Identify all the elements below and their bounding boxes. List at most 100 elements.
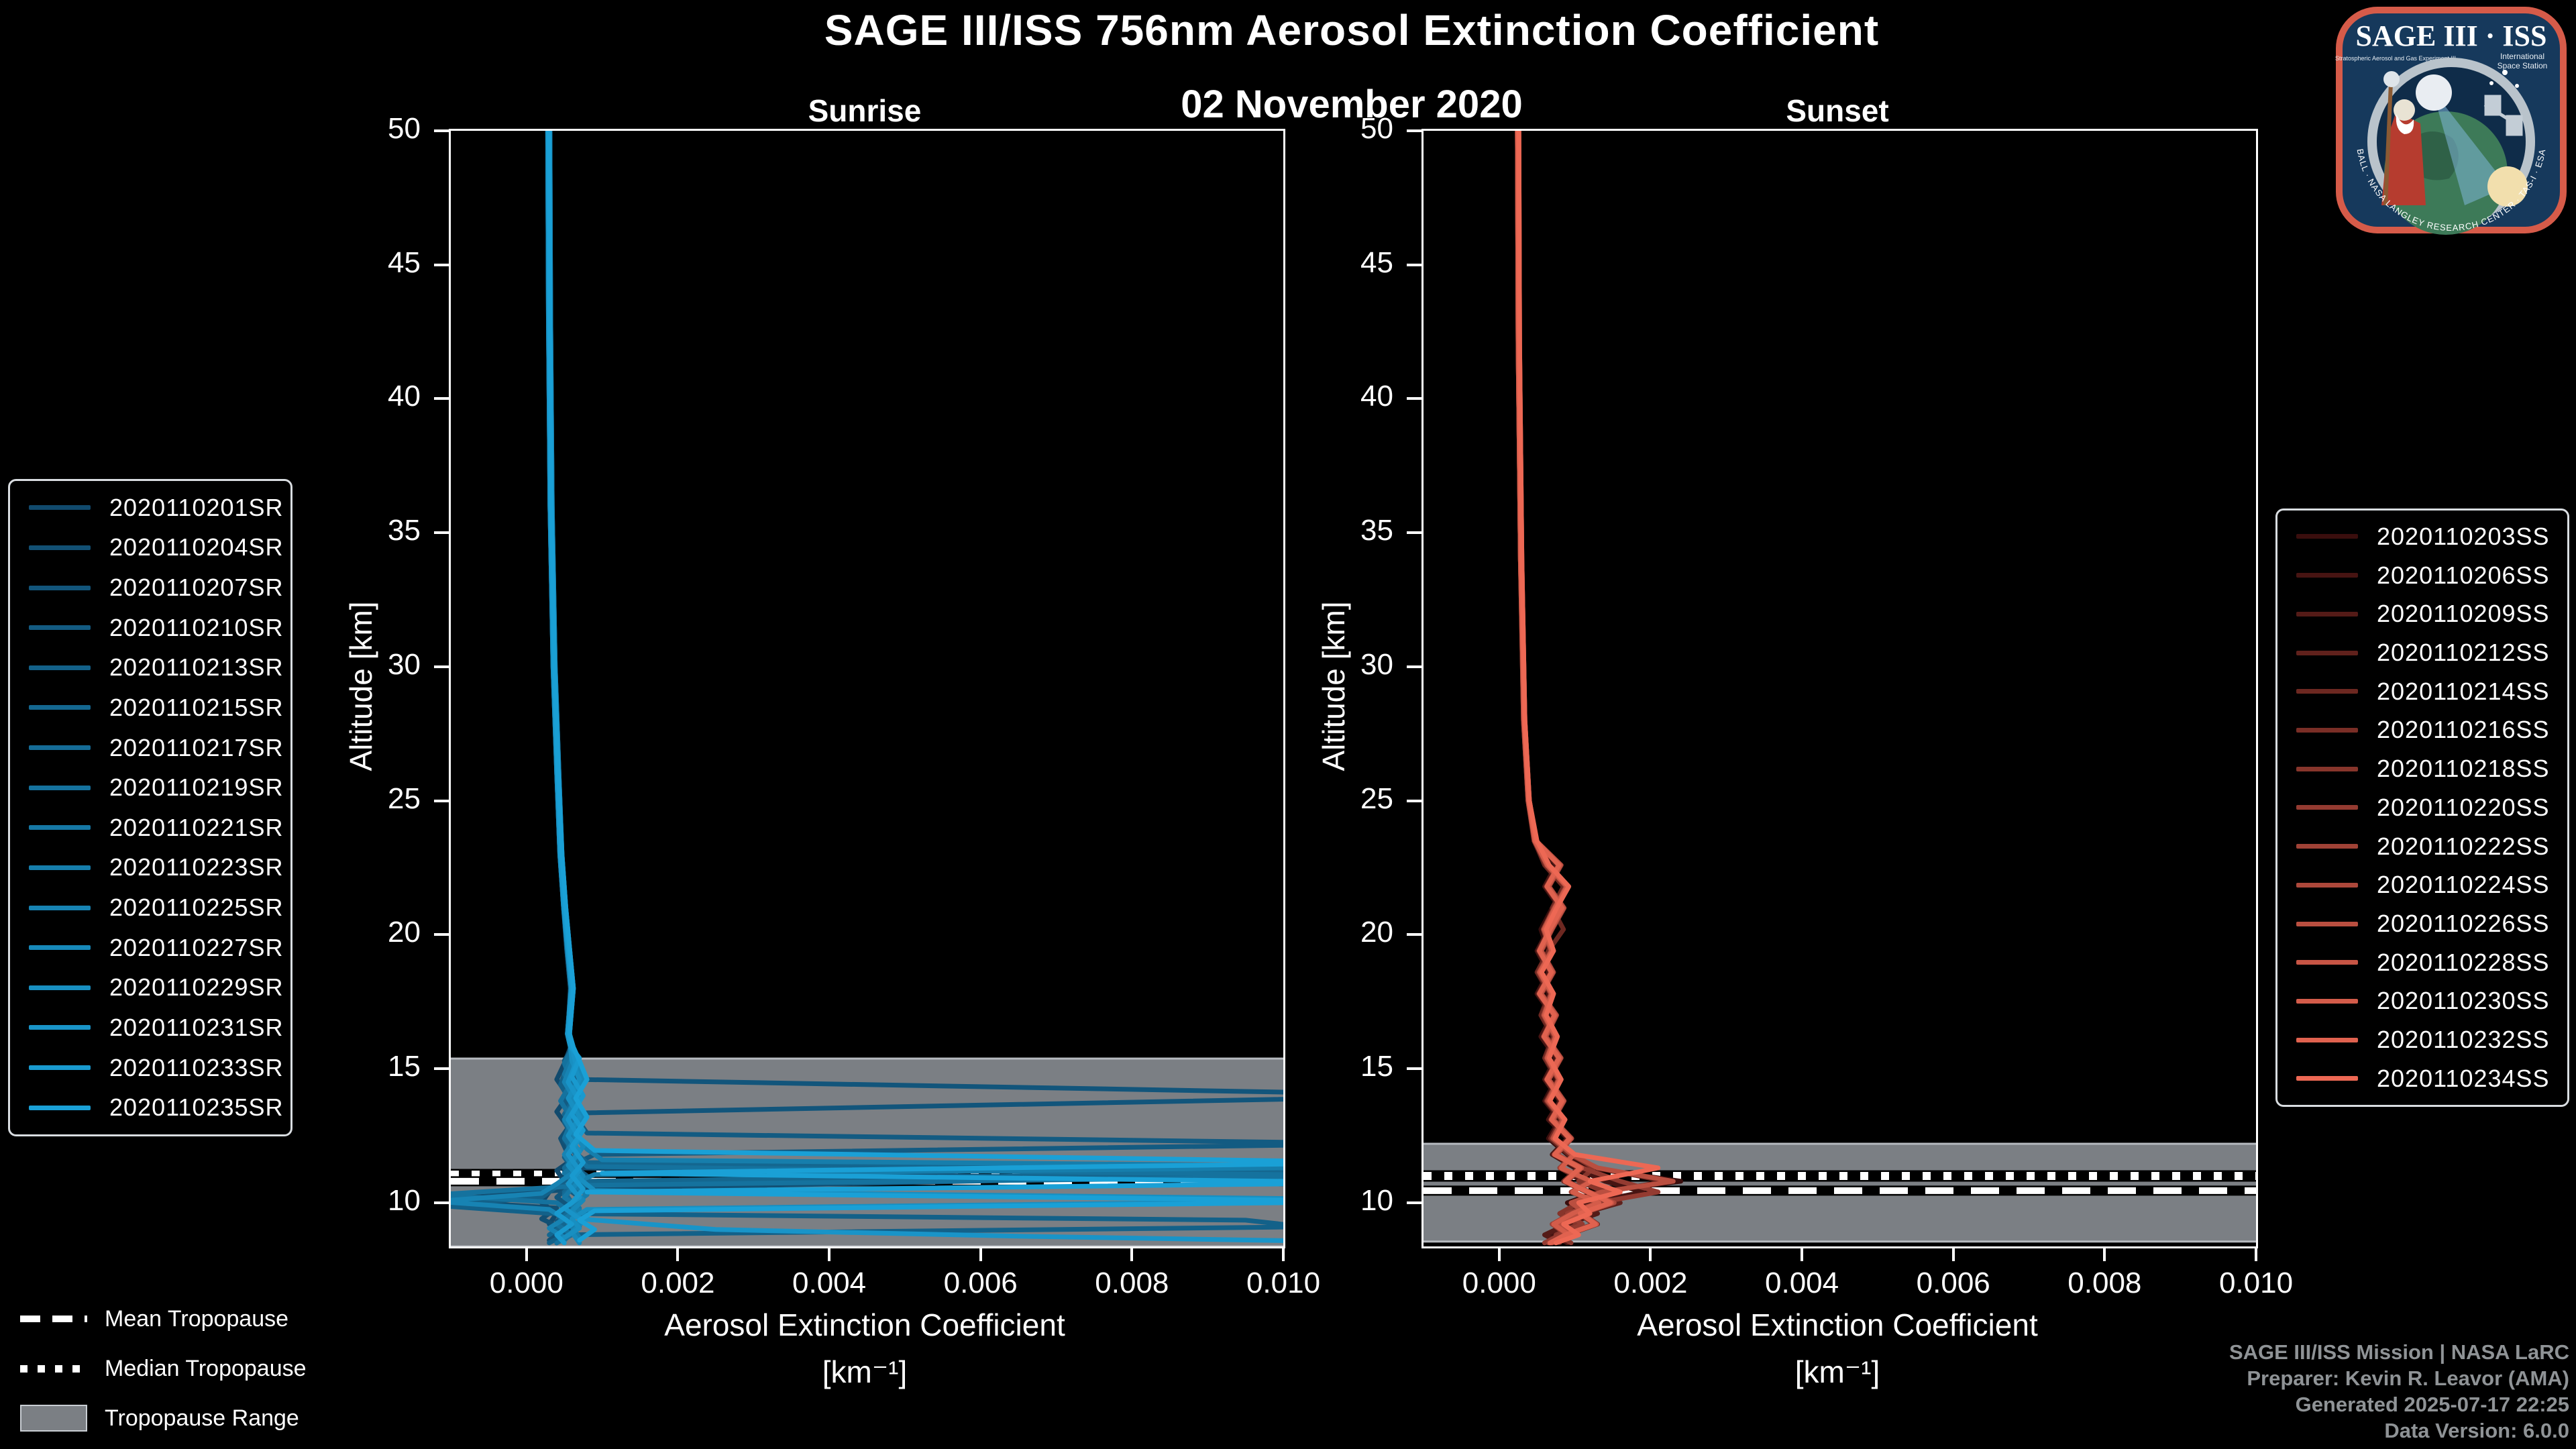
legend-label: 2020110201SR (109, 493, 284, 521)
x-tick-label: 0.010 (2218, 1267, 2294, 1299)
legend-label: 2020110230SS (2377, 987, 2550, 1015)
legend-line-swatch (2296, 805, 2358, 810)
y-tick-mark (1407, 129, 1421, 132)
credits-version: Data Version: 6.0.0 (2384, 1419, 2569, 1442)
profile-line-2020110214SS (1515, 128, 1668, 1246)
legend-item-median-tropopause: Median Tropopause (20, 1352, 307, 1385)
y-tick-mark (434, 1201, 449, 1204)
legend-label: Median Tropopause (105, 1355, 307, 1381)
legend-label: 2020110217SR (109, 733, 284, 761)
x-axis-unit-sunrise: [km⁻¹] (822, 1354, 908, 1389)
legend-item: 2020110223SR (29, 853, 290, 881)
legend-label: 2020110220SS (2377, 793, 2550, 821)
legend-item: 2020110234SS (2296, 1065, 2567, 1093)
y-tick-mark (1407, 665, 1421, 668)
legend-line-swatch (29, 825, 91, 830)
legend-line-swatch (2296, 534, 2358, 539)
y-tick-mark (1407, 263, 1421, 266)
profile-line-2020110220SS (1516, 128, 1661, 1246)
x-tick-mark (1951, 1248, 1955, 1261)
x-axis-label-sunrise: Aerosol Extinction Coefficient (664, 1307, 1065, 1342)
x-tick-label: 0.000 (1462, 1267, 1536, 1299)
profile-line-2020110212SS (1516, 128, 1623, 1246)
dotted-line-swatch (20, 1364, 87, 1373)
profile-line-2020110203SS (1515, 128, 1684, 1246)
plot-svg-sunset (1424, 128, 2256, 1246)
legend-line-swatch (29, 945, 91, 951)
legend-item: 2020110230SS (2296, 987, 2567, 1015)
logo-subtitle-right-1: International (2500, 52, 2544, 61)
legend-line-swatch (2296, 844, 2358, 849)
y-tick-mark (1407, 933, 1421, 936)
legend-sunrise: 2020110201SR 2020110204SR 2020110207SR 2020… (8, 479, 292, 1136)
y-tick-label: 10 (1360, 1183, 1393, 1217)
y-tick-label: 40 (1360, 380, 1393, 413)
legend-item: 2020110225SR (29, 894, 290, 922)
y-tick-label: 35 (1360, 514, 1393, 547)
legend-line-swatch (29, 785, 91, 790)
x-tick-mark (2103, 1248, 2106, 1261)
y-tick-mark (434, 1067, 449, 1071)
legend-sunset: 2020110203SS 2020110206SS 2020110209SS 2020… (2275, 508, 2569, 1107)
legend-line-swatch (29, 705, 91, 710)
x-tick-mark (1801, 1248, 1804, 1261)
y-tick-label: 15 (388, 1050, 421, 1083)
legend-item: 2020110217SR (29, 734, 290, 762)
legend-line-swatch (29, 585, 91, 590)
legend-label: 2020110203SS (2377, 522, 2550, 550)
y-tick-label: 30 (1360, 647, 1393, 681)
legend-line-swatch (2296, 689, 2358, 694)
legend-item: 2020110203SS (2296, 523, 2567, 551)
profile-line-2020110216SS (1515, 128, 1615, 1246)
y-tick-label: 45 (388, 246, 421, 279)
x-tick-label: 0.002 (641, 1267, 715, 1299)
legend-line-swatch (2296, 882, 2358, 888)
legend-line-swatch (29, 745, 91, 751)
legend-label: 2020110224SS (2377, 871, 2550, 899)
profile-line-2020110232SS (1515, 128, 1613, 1246)
y-tick-label: 15 (1360, 1050, 1393, 1083)
logo-moon (2416, 74, 2452, 111)
x-axis-unit-sunset: [km⁻¹] (1794, 1354, 1880, 1389)
y-tick-label: 50 (1360, 112, 1393, 145)
legend-line-swatch (2296, 1076, 2358, 1081)
x-tick-mark (2255, 1248, 2257, 1261)
legend-label: 2020110233SR (109, 1053, 284, 1081)
legend-line-swatch (29, 1065, 91, 1071)
dashed-line-swatch (20, 1316, 87, 1322)
y-tick-label: 20 (388, 916, 421, 949)
legend-label: 2020110226SS (2377, 910, 2550, 938)
legend-label: 2020110209SS (2377, 600, 2550, 628)
y-tick-label: 20 (1360, 916, 1393, 949)
x-tick-mark (1497, 1248, 1501, 1261)
legend-item: 2020110215SR (29, 694, 290, 722)
profile-line-2020110224SS (1515, 128, 1617, 1246)
y-tick-label: 35 (388, 514, 421, 547)
legend-item: 2020110210SR (29, 614, 290, 642)
credits-generated: Generated 2025-07-17 22:25 (2295, 1393, 2569, 1416)
legend-line-swatch (2296, 650, 2358, 655)
y-tick-mark (434, 799, 449, 802)
legend-label: 2020110214SS (2377, 677, 2550, 705)
y-tick-mark (434, 263, 449, 266)
logo-iss (2483, 95, 2523, 136)
y-tick-label: 25 (388, 782, 421, 815)
legend-line-swatch (29, 865, 91, 870)
logo-stars (2489, 70, 2519, 88)
tropopause-legend: Mean Tropopause Median Tropopause Tropop… (20, 1303, 307, 1434)
logo-light-beam (2432, 90, 2508, 205)
legend-label: 2020110227SR (109, 933, 284, 961)
y-tick-mark (434, 531, 449, 535)
legend-line-swatch (2296, 766, 2358, 771)
panel-title-sunrise: Sunrise (808, 93, 922, 128)
legend-line-swatch (29, 505, 91, 511)
y-tick-label: 25 (1360, 782, 1393, 815)
profile-line-2020110234SS (1516, 128, 1661, 1246)
legend-line-swatch (2296, 998, 2358, 1004)
range-box-swatch (20, 1405, 87, 1432)
legend-item: 2020110222SS (2296, 833, 2567, 861)
legend-label: 2020110229SR (109, 973, 284, 1002)
legend-line-swatch (2296, 611, 2358, 616)
legend-item: 2020110224SS (2296, 871, 2567, 899)
legend-line-swatch (29, 985, 91, 990)
